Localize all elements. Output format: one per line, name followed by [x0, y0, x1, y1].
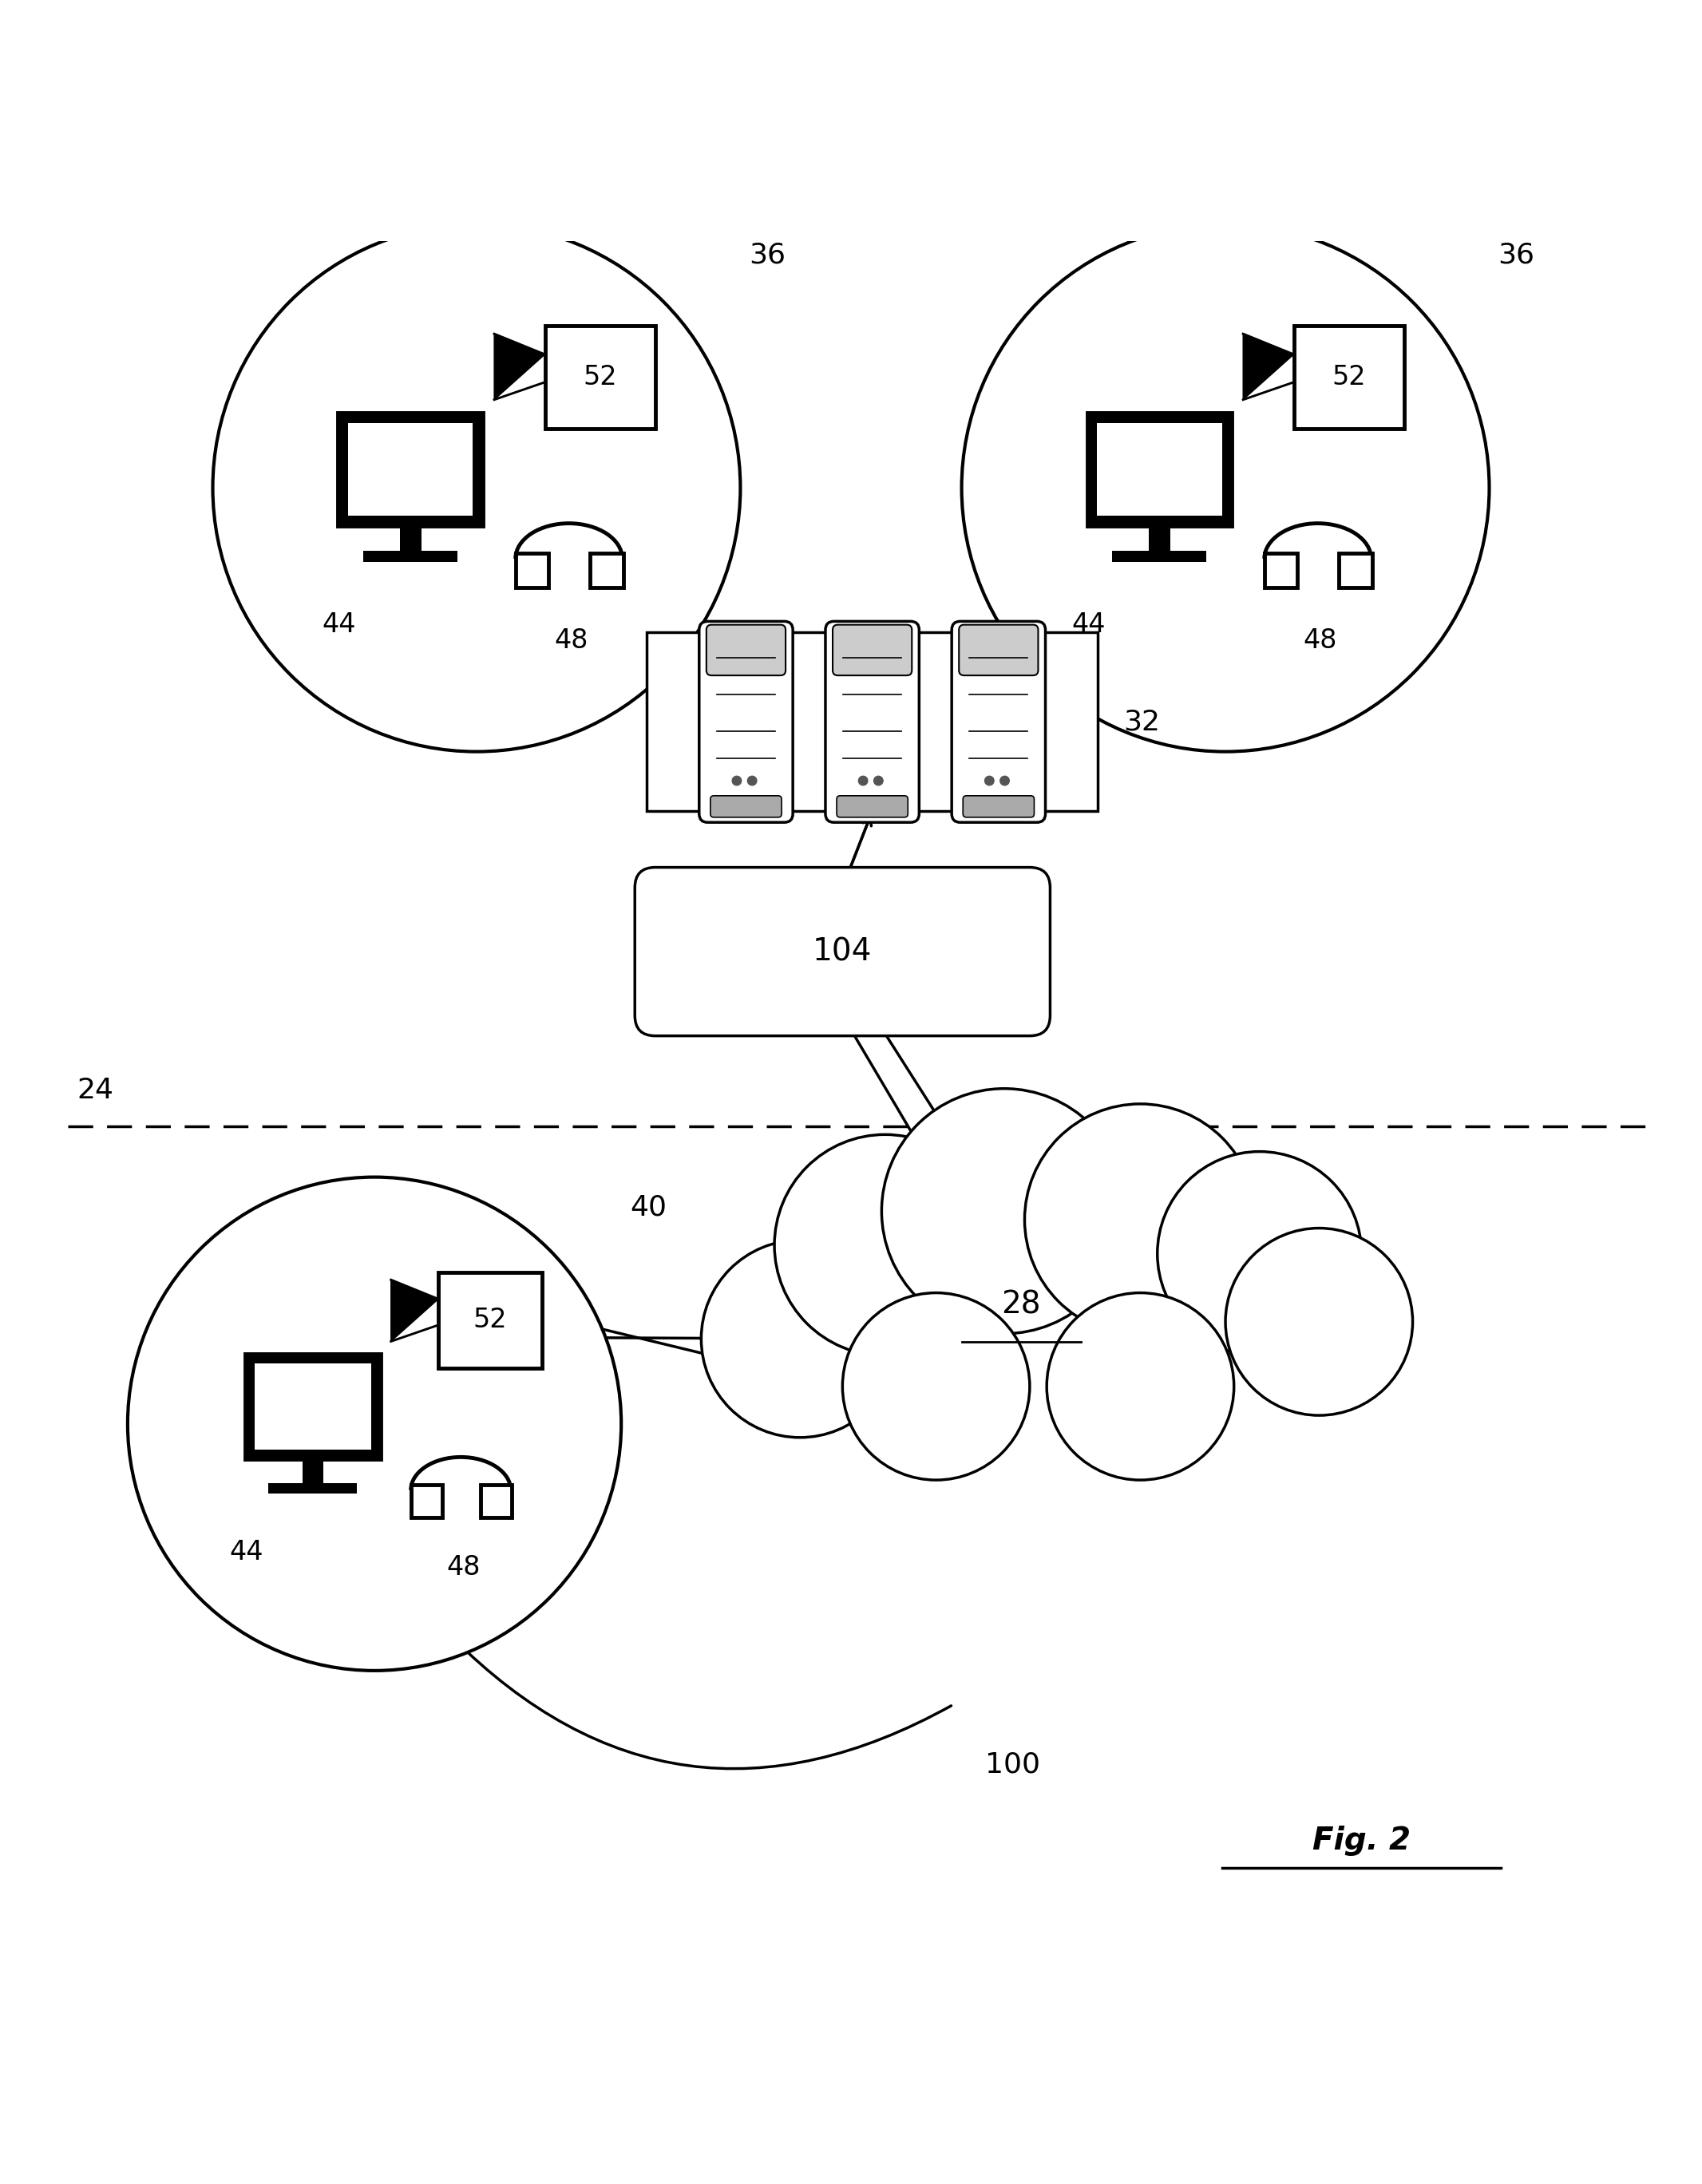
FancyBboxPatch shape	[710, 795, 781, 817]
Circle shape	[1025, 1103, 1256, 1334]
Text: 36: 36	[749, 240, 786, 269]
Circle shape	[1001, 775, 1009, 786]
Text: 28: 28	[1001, 1289, 1042, 1319]
FancyBboxPatch shape	[269, 1483, 357, 1494]
FancyBboxPatch shape	[1265, 553, 1297, 587]
FancyBboxPatch shape	[1113, 550, 1207, 561]
Text: 52: 52	[1333, 365, 1367, 391]
Circle shape	[842, 1293, 1030, 1481]
Circle shape	[882, 1088, 1127, 1334]
FancyBboxPatch shape	[245, 1354, 381, 1459]
Text: 24: 24	[77, 1077, 114, 1103]
Polygon shape	[494, 334, 545, 400]
Polygon shape	[1242, 334, 1294, 400]
Text: 52: 52	[584, 365, 618, 391]
Circle shape	[1157, 1151, 1362, 1356]
FancyBboxPatch shape	[958, 625, 1038, 675]
Text: 52: 52	[473, 1306, 507, 1334]
FancyBboxPatch shape	[400, 526, 422, 550]
FancyBboxPatch shape	[832, 625, 912, 675]
FancyBboxPatch shape	[439, 1271, 541, 1369]
FancyBboxPatch shape	[706, 625, 786, 675]
FancyBboxPatch shape	[545, 325, 655, 428]
Text: 100: 100	[985, 1752, 1040, 1778]
Text: 40: 40	[630, 1195, 667, 1221]
Circle shape	[701, 1241, 899, 1437]
Text: 44: 44	[1071, 612, 1105, 638]
Circle shape	[873, 775, 883, 786]
Circle shape	[985, 775, 994, 786]
FancyBboxPatch shape	[349, 424, 473, 515]
FancyBboxPatch shape	[1339, 553, 1372, 587]
FancyBboxPatch shape	[1088, 413, 1232, 526]
FancyBboxPatch shape	[254, 1363, 371, 1450]
FancyBboxPatch shape	[635, 867, 1050, 1035]
Circle shape	[213, 225, 740, 751]
FancyBboxPatch shape	[364, 550, 458, 561]
Circle shape	[858, 775, 868, 786]
Text: 36: 36	[1498, 240, 1535, 269]
FancyBboxPatch shape	[410, 1485, 443, 1518]
Text: 44: 44	[230, 1540, 264, 1566]
FancyBboxPatch shape	[825, 620, 919, 823]
Polygon shape	[391, 1280, 439, 1341]
Text: 48: 48	[1304, 627, 1338, 653]
FancyBboxPatch shape	[647, 633, 1098, 810]
Text: Fig. 2: Fig. 2	[1312, 1826, 1411, 1856]
FancyBboxPatch shape	[591, 553, 623, 587]
FancyBboxPatch shape	[963, 795, 1035, 817]
Circle shape	[1047, 1293, 1234, 1481]
Circle shape	[1225, 1227, 1413, 1415]
Text: 104: 104	[814, 937, 871, 968]
FancyBboxPatch shape	[700, 620, 793, 823]
Text: 32: 32	[1123, 708, 1161, 736]
FancyBboxPatch shape	[951, 620, 1045, 823]
Circle shape	[732, 775, 742, 786]
FancyBboxPatch shape	[1149, 526, 1171, 550]
Circle shape	[128, 1177, 621, 1671]
Text: 48: 48	[446, 1553, 480, 1581]
FancyBboxPatch shape	[480, 1485, 512, 1518]
FancyBboxPatch shape	[516, 553, 548, 587]
FancyBboxPatch shape	[303, 1459, 323, 1483]
FancyBboxPatch shape	[837, 795, 907, 817]
Ellipse shape	[732, 1186, 1379, 1424]
Circle shape	[962, 225, 1489, 751]
Circle shape	[774, 1133, 996, 1356]
FancyBboxPatch shape	[1098, 424, 1222, 515]
FancyBboxPatch shape	[339, 413, 483, 526]
Text: 44: 44	[322, 612, 356, 638]
Circle shape	[747, 775, 757, 786]
Text: 48: 48	[555, 627, 589, 653]
FancyBboxPatch shape	[1294, 325, 1404, 428]
